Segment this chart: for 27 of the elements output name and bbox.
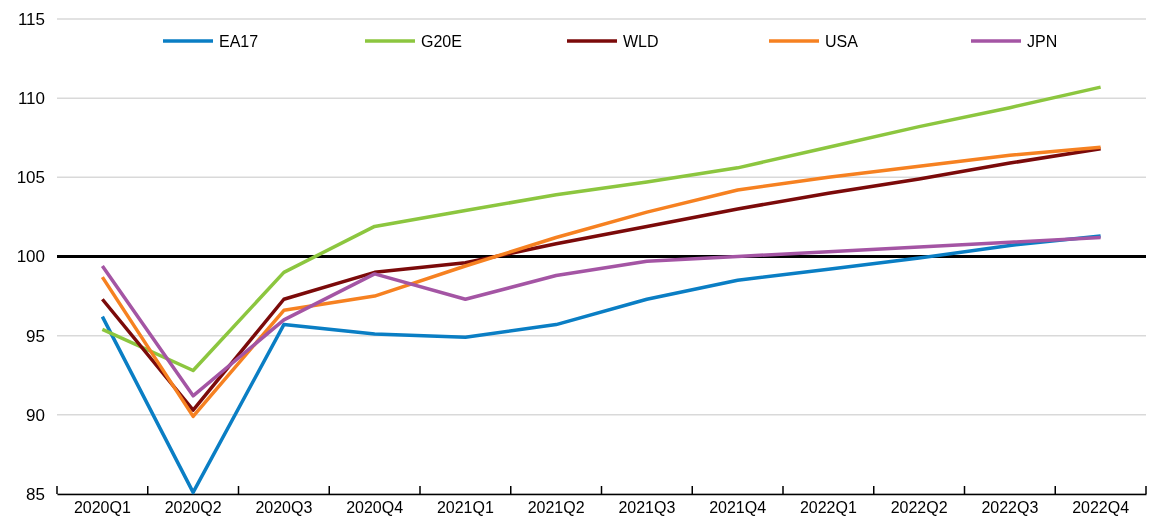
- x-tick-label: 2020Q3: [255, 499, 313, 517]
- legend-label: USA: [825, 33, 859, 50]
- y-tick-label: 110: [17, 89, 45, 109]
- x-tick-label: 2021Q1: [436, 499, 494, 517]
- y-tick-label: 90: [26, 405, 45, 425]
- y-tick-label: 95: [26, 326, 45, 346]
- x-tick-label: 2020Q4: [346, 499, 404, 517]
- line-series: [100, 234, 1103, 495]
- line-series: [100, 85, 1103, 373]
- y-tick-label: 105: [16, 168, 45, 188]
- legend-label: EA17: [219, 33, 259, 50]
- x-tick-label: 2021Q3: [618, 499, 676, 517]
- x-tick-label: 2021Q4: [709, 499, 767, 517]
- legend-label: G20E: [421, 33, 462, 50]
- y-tick-label: 115: [17, 9, 45, 29]
- line-series: [100, 235, 1103, 398]
- x-tick-label: 2020Q2: [164, 499, 222, 517]
- x-tick-label: 2020Q1: [73, 499, 131, 517]
- legend-label: JPN: [1027, 33, 1058, 50]
- x-tick-label: 2022Q4: [1072, 499, 1130, 517]
- x-tick-label: 2021Q2: [527, 499, 585, 517]
- y-tick-label: 100: [16, 247, 45, 267]
- x-tick-label: 2022Q3: [981, 499, 1039, 517]
- x-tick-label: 2022Q1: [799, 499, 857, 517]
- legend-label: WLD: [623, 33, 659, 50]
- x-tick-label: 2022Q2: [890, 499, 948, 517]
- y-tick-label: 85: [26, 484, 45, 504]
